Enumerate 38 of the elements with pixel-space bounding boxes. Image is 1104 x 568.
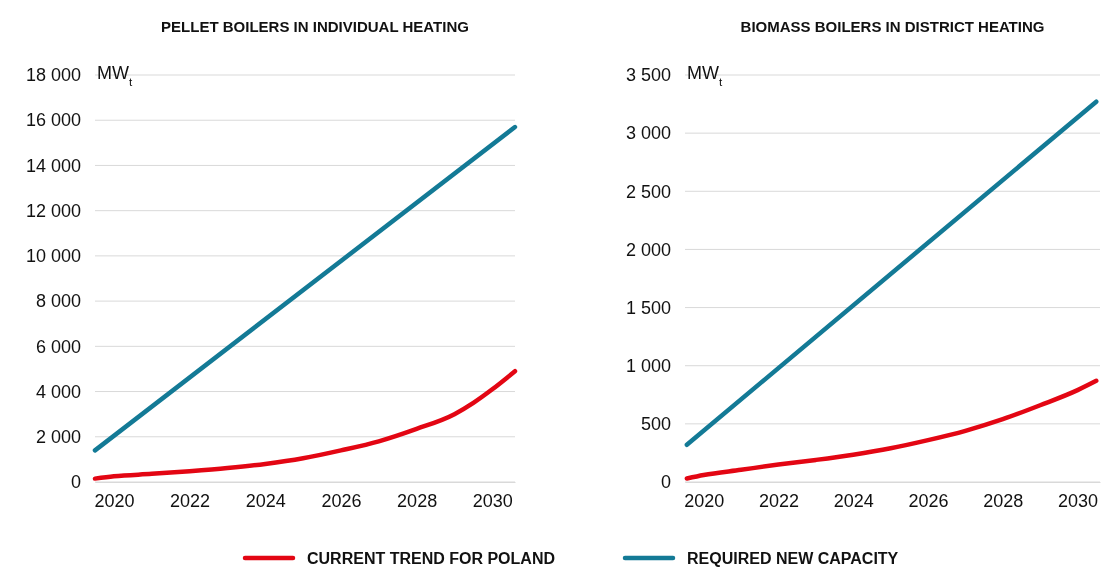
y-tick-label: 500 <box>640 414 671 435</box>
y-tick-label: 12 000 <box>25 200 81 221</box>
y-tick-label: 10 000 <box>25 246 81 267</box>
y-tick-label: 18 000 <box>25 65 81 86</box>
y-tick-label: 0 <box>660 472 671 493</box>
annotation: MW$_{t}$ <box>97 63 133 88</box>
x-tick-label: 2028 <box>983 490 1024 511</box>
line-series <box>92 368 518 481</box>
line-series <box>684 378 1099 481</box>
x-tick-label: 2024 <box>833 490 874 511</box>
y-tick-label: 6 000 <box>35 336 81 357</box>
y-tick-label: 8 000 <box>35 291 81 312</box>
x-tick-label: 2026 <box>908 490 949 511</box>
legend-label: CURRENT TREND FOR POLAND <box>307 550 555 567</box>
y-tick-label: 14 000 <box>25 155 81 176</box>
y-tick-label: 0 <box>70 472 81 493</box>
x-tick-label: 2020 <box>94 490 135 511</box>
x-tick-label: 2020 <box>684 490 725 511</box>
y-tick-label: 1 000 <box>625 355 671 376</box>
x-tick-label: 2028 <box>397 490 438 511</box>
y-tick-label: 2 500 <box>625 181 671 202</box>
x-tick-label: 2024 <box>245 490 286 511</box>
y-tick-label: 1 500 <box>625 297 671 318</box>
chart-title: BIOMASS BOILERS IN DISTRICT HEATING <box>740 18 1045 35</box>
y-tick-label: 4 000 <box>35 381 81 402</box>
chart-title: PELLET BOILERS IN INDIVIDUAL HEATING <box>161 18 469 35</box>
y-tick-label: 3 500 <box>625 65 671 86</box>
legend-label: REQUIRED NEW CAPACITY <box>687 550 899 567</box>
x-tick-label: 2022 <box>170 490 211 511</box>
x-tick-label: 2022 <box>758 490 799 511</box>
y-tick-label: 2 000 <box>625 239 671 260</box>
y-tick-label: 16 000 <box>25 110 81 131</box>
x-tick-label: 2030 <box>1058 490 1099 511</box>
x-tick-label: 2030 <box>472 490 513 511</box>
annotation: MW$_{t}$ <box>687 63 723 88</box>
y-tick-label: 3 000 <box>625 123 671 144</box>
x-tick-label: 2026 <box>321 490 362 511</box>
y-tick-label: 2 000 <box>35 427 81 448</box>
